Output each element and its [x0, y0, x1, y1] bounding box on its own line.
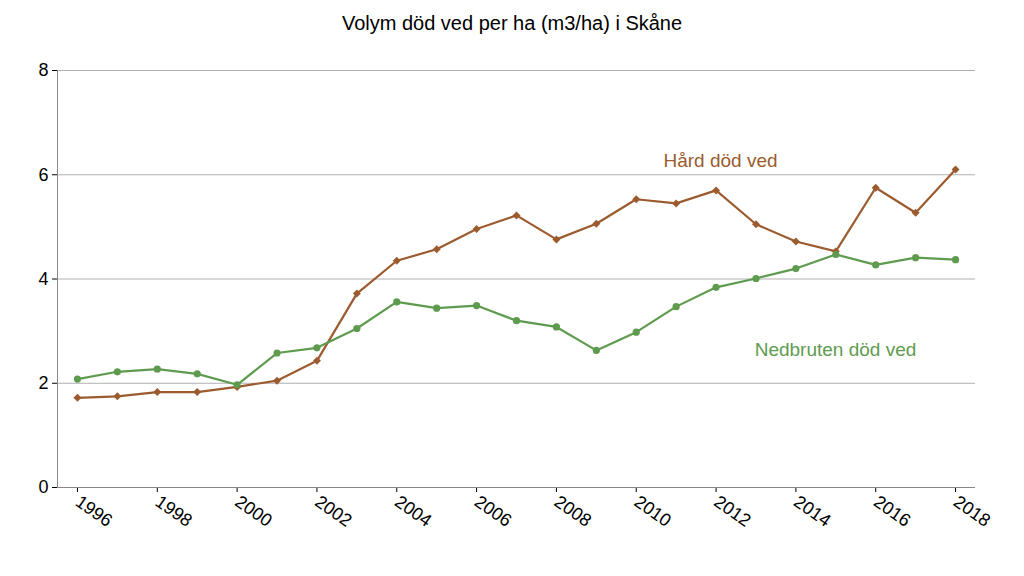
svg-text:4: 4: [38, 269, 48, 289]
svg-text:2010: 2010: [631, 491, 675, 530]
svg-text:2012: 2012: [710, 491, 754, 530]
svg-text:2016: 2016: [870, 491, 914, 530]
svg-text:6: 6: [38, 165, 48, 185]
svg-text:2014: 2014: [790, 491, 834, 530]
svg-text:1998: 1998: [152, 491, 196, 530]
svg-text:2000: 2000: [232, 491, 276, 530]
svg-text:1996: 1996: [72, 491, 116, 530]
svg-text:2008: 2008: [551, 491, 595, 530]
svg-text:2006: 2006: [471, 491, 515, 530]
svg-text:2004: 2004: [391, 491, 435, 530]
html-text:Volym död ved per ha (m3/ha) i: Volym död ved per ha (m3/ha) i Skåne: [341, 12, 683, 34]
svg-text:Hård död ved: Hård död ved: [663, 150, 777, 171]
svg-text:0: 0: [38, 477, 48, 497]
svg-text:8: 8: [38, 60, 48, 80]
svg-text:2018: 2018: [950, 491, 994, 530]
svg-text:2: 2: [38, 373, 48, 393]
svg-text:Nedbruten död ved: Nedbruten död ved: [755, 339, 917, 360]
svg-text:2002: 2002: [311, 491, 355, 530]
